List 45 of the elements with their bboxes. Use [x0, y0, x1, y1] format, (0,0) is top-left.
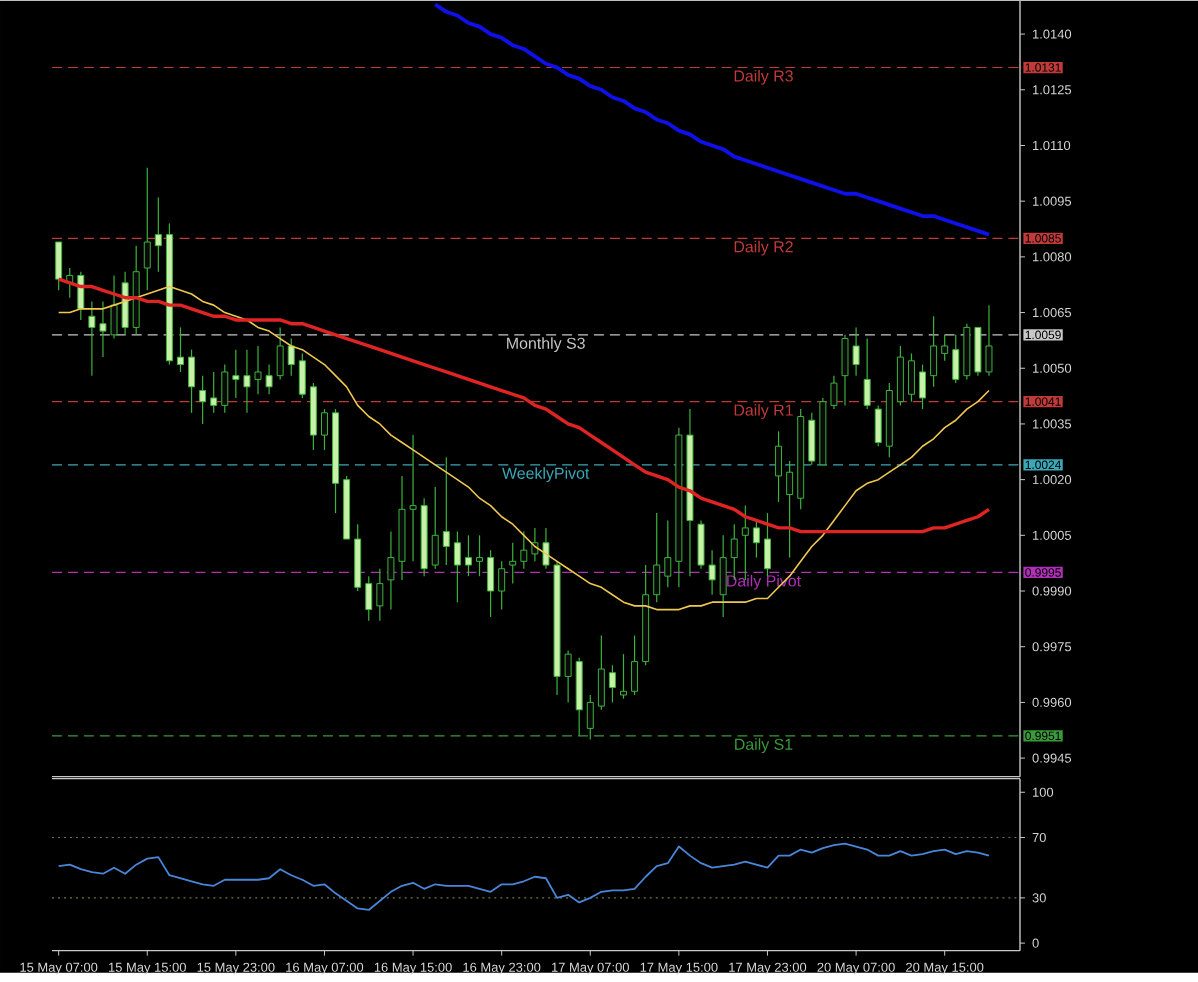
candlestick [154, 197, 162, 273]
candlestick [298, 353, 306, 400]
candlestick [55, 241, 63, 292]
candlestick [520, 531, 528, 570]
candlestick [763, 512, 771, 578]
candlestick [276, 327, 284, 381]
candlestick [907, 353, 915, 403]
candlestick [830, 375, 838, 411]
candlestick [376, 568, 384, 622]
candlestick [786, 460, 794, 559]
candlestick [199, 375, 207, 426]
candlestick [221, 364, 229, 414]
candlestick [464, 535, 472, 578]
candlestick [476, 535, 484, 578]
candlestick [775, 431, 783, 503]
candlestick [509, 542, 517, 585]
candlestick [597, 635, 605, 711]
candlestick [431, 486, 439, 570]
candlestick [210, 371, 218, 414]
candlestick [664, 520, 672, 589]
candlestick [919, 364, 927, 411]
candlestick [808, 412, 816, 466]
candlestick [188, 349, 196, 414]
candlestick [608, 665, 616, 704]
candlestick [631, 635, 639, 697]
candlestick [365, 576, 373, 622]
candlestick [143, 167, 151, 292]
candlestick [498, 561, 506, 611]
candlestick [952, 334, 960, 385]
candlestick [896, 345, 904, 407]
candlestick [176, 327, 184, 374]
candlestick [874, 405, 882, 448]
candlestick [752, 520, 760, 559]
candlestick [719, 535, 727, 619]
candlestick [620, 654, 627, 700]
candlestick [453, 531, 461, 604]
candlestick [320, 408, 328, 451]
candlestick [442, 457, 450, 567]
candlestick [287, 338, 295, 377]
candlestick [586, 694, 594, 741]
candlestick [487, 550, 495, 619]
candlestick [653, 512, 661, 604]
candlestick [930, 316, 938, 388]
candlestick [941, 334, 949, 362]
candlestick [863, 338, 871, 411]
